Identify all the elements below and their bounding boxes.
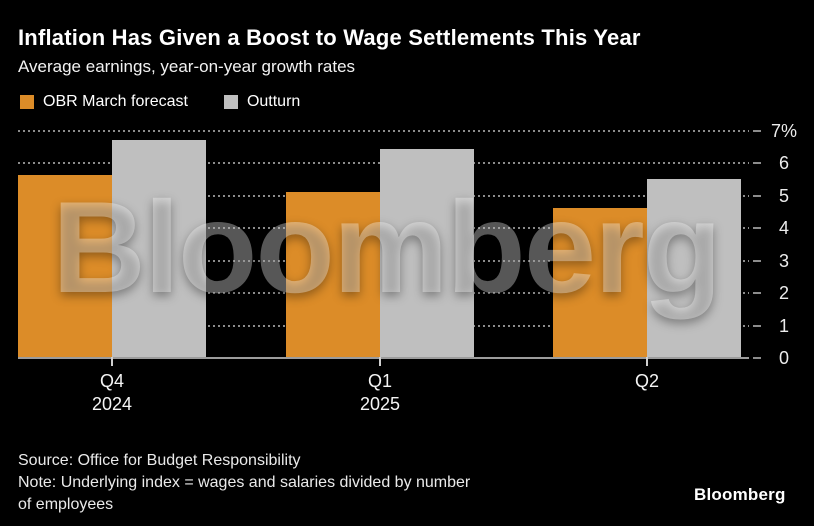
x-axis-tick-q2	[646, 357, 648, 366]
legend-label: Outturn	[246, 93, 301, 110]
y-axis-tick	[753, 227, 761, 229]
bloomberg-watermark: Bloomberg	[52, 174, 722, 320]
y-axis-tick	[753, 357, 761, 359]
y-axis-tick	[753, 292, 761, 294]
y-axis-tick	[753, 162, 761, 164]
y-axis-label: 1	[778, 316, 789, 336]
x-axis-label-quarter: Q4	[99, 371, 124, 391]
x-axis-label-year: 2024	[91, 394, 133, 414]
chart-footnotes: Source: Office for Budget Responsibility…	[18, 450, 470, 516]
y-axis-label: 4	[778, 218, 789, 238]
x-axis-tick-q4	[111, 357, 113, 366]
bloomberg-logo: Bloomberg	[694, 485, 786, 504]
y-axis-tick	[753, 195, 761, 197]
x-axis-label-year: 2025	[359, 394, 401, 414]
legend-item-outturn: Outturn	[223, 93, 301, 111]
y-axis-label: 0	[778, 348, 789, 368]
bar-outturn-q1	[380, 149, 474, 357]
source-note: Source: Office for Budget Responsibility	[18, 452, 301, 469]
y-axis-tick	[753, 130, 761, 132]
y-axis-label: 5	[778, 186, 789, 206]
y-axis-label: 3	[778, 251, 789, 271]
chart-subtitle: Average earnings, year-on-year growth ra…	[18, 57, 356, 76]
note-line-1: Note: Underlying index = wages and salar…	[18, 474, 471, 491]
chart-legend: OBR March forecast Outturn	[20, 93, 300, 111]
x-axis-label-quarter: Q2	[634, 371, 659, 391]
legend-label: OBR March forecast	[43, 93, 188, 110]
y-axis-tick	[753, 260, 761, 262]
legend-swatch-icon	[223, 95, 238, 109]
x-axis-label-quarter: Q1	[367, 371, 392, 391]
bar-forecast-q2	[553, 208, 647, 357]
legend-item-forecast: OBR March forecast	[20, 93, 188, 111]
chart-title: Inflation Has Given a Boost to Wage Sett…	[18, 25, 641, 50]
y-axis-label: 6	[778, 153, 789, 173]
bar-forecast-q1	[286, 192, 380, 357]
bar-outturn-q4	[112, 140, 206, 357]
note-line-2: of employees	[18, 496, 114, 513]
legend-swatch-icon	[20, 95, 34, 109]
y-axis-label: 2	[778, 283, 789, 303]
bar-outturn-q2	[647, 179, 741, 357]
y-axis-tick	[753, 325, 761, 327]
x-axis-baseline	[18, 357, 749, 359]
bar-forecast-q4	[18, 175, 112, 357]
gridline-y7	[18, 130, 749, 132]
y-axis-label: 7%	[770, 121, 797, 141]
x-axis-tick-q1	[379, 357, 381, 366]
